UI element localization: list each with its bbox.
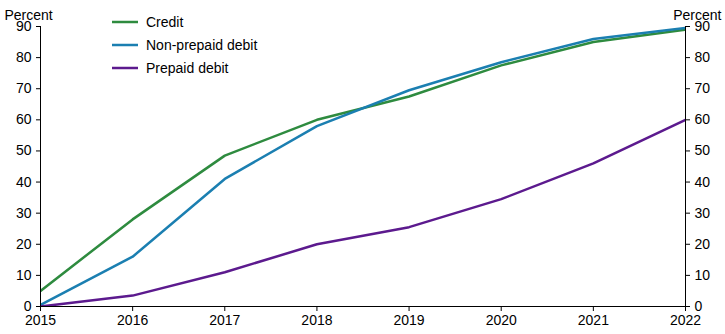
svg-text:50: 50 bbox=[695, 142, 711, 158]
svg-text:2015: 2015 bbox=[25, 312, 56, 328]
svg-text:2017: 2017 bbox=[209, 312, 240, 328]
svg-text:60: 60 bbox=[16, 111, 32, 127]
svg-text:80: 80 bbox=[16, 49, 32, 65]
svg-text:40: 40 bbox=[16, 174, 32, 190]
svg-text:90: 90 bbox=[15, 18, 32, 34]
svg-text:30: 30 bbox=[695, 205, 711, 221]
svg-text:2019: 2019 bbox=[393, 312, 424, 328]
svg-text:0: 0 bbox=[694, 298, 703, 314]
svg-text:2018: 2018 bbox=[301, 312, 332, 328]
svg-text:20: 20 bbox=[16, 236, 32, 252]
svg-text:60: 60 bbox=[695, 111, 711, 127]
svg-text:80: 80 bbox=[695, 49, 711, 65]
svg-text:90: 90 bbox=[694, 18, 711, 34]
svg-text:70: 70 bbox=[695, 80, 711, 96]
svg-text:Percent: Percent bbox=[673, 7, 721, 23]
svg-text:50: 50 bbox=[16, 142, 32, 158]
svg-text:30: 30 bbox=[16, 205, 32, 221]
svg-text:2016: 2016 bbox=[117, 312, 148, 328]
svg-text:10: 10 bbox=[16, 267, 32, 283]
svg-text:20: 20 bbox=[695, 236, 711, 252]
svg-text:40: 40 bbox=[695, 174, 711, 190]
html-text:Credit: Credit bbox=[146, 13, 184, 30]
svg-text:10: 10 bbox=[695, 267, 711, 283]
svg-text:Percent: Percent bbox=[5, 7, 53, 23]
html-text:Prepaid debit: Prepaid debit bbox=[146, 59, 229, 76]
svg-text:70: 70 bbox=[16, 80, 32, 96]
svg-text:2022: 2022 bbox=[670, 312, 701, 328]
svg-text:2021: 2021 bbox=[578, 312, 609, 328]
svg-text:2020: 2020 bbox=[486, 312, 517, 328]
html-text:Non-prepaid debit: Non-prepaid debit bbox=[146, 36, 258, 53]
svg-text:0: 0 bbox=[23, 298, 32, 314]
